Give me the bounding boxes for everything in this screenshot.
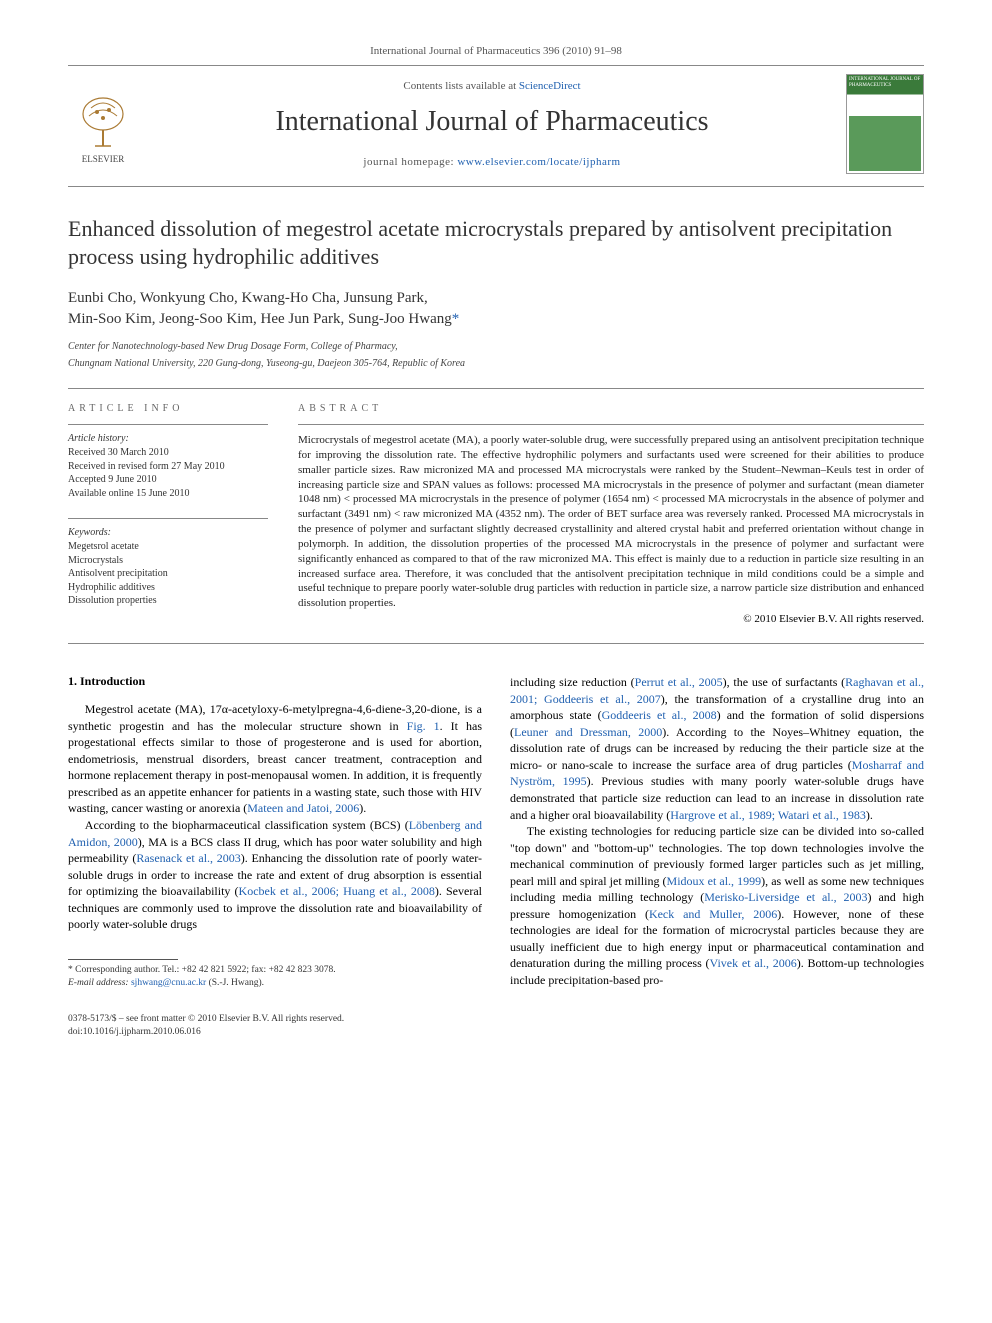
cover-label-2: PHARMACEUTICS [849,83,921,89]
elsevier-tree-icon [75,94,131,154]
keyword: Dissolution properties [68,594,268,608]
affiliation-line-1: Center for Nanotechnology-based New Drug… [68,340,924,353]
article-info-label: ARTICLE INFO [68,403,268,414]
email-footnote: E-mail address: sjhwang@cnu.ac.kr (S.-J.… [68,977,482,990]
keywords-block: Keywords: Megetsrol acetate Microcrystal… [68,518,268,608]
citation-link[interactable]: Mateen and Jatoi, 2006 [247,801,359,815]
footnote-rule [68,959,178,960]
keywords-label: Keywords: [68,527,268,538]
text-run: including size reduction ( [510,675,635,689]
homepage-prefix: journal homepage: [363,156,457,168]
cover-lower-panel [849,116,921,171]
doi-line: doi:10.1016/j.ijpharm.2010.06.016 [68,1027,201,1037]
citation-link[interactable]: Hargrove et al., 1989; Watari et al., 19… [670,808,866,822]
contents-available-line: Contents lists available at ScienceDirec… [158,80,826,92]
citation-link[interactable]: Leuner and Dressman, 2000 [514,725,662,739]
affiliation-line-2: Chungnam National University, 220 Gung-d… [68,357,924,370]
article-title: Enhanced dissolution of megestrol acetat… [68,215,924,270]
cover-label-1: INTERNATIONAL JOURNAL OF [849,77,921,83]
history-label: Article history: [68,433,268,444]
journal-homepage-link[interactable]: www.elsevier.com/locate/ijpharm [457,156,620,168]
journal-name: International Journal of Pharmaceutics [158,106,826,138]
citation-link[interactable]: Midoux et al., 1999 [667,874,762,888]
keyword: Megetsrol acetate [68,540,268,554]
divider-bottom [68,643,924,644]
text-run: According to the biopharmaceutical class… [85,818,409,832]
section-heading-introduction: 1. Introduction [68,674,482,689]
corresponding-footnote: * Corresponding author. Tel.: +82 42 821… [68,964,482,977]
email-prefix: E-mail address: [68,978,131,988]
abstract-column: ABSTRACT Microcrystals of megestrol acet… [298,403,924,625]
keyword: Antisolvent precipitation [68,567,268,581]
keyword: Microcrystals [68,554,268,568]
journal-cover-thumbnail: INTERNATIONAL JOURNAL OF PHARMACEUTICS [846,74,924,174]
citation-link[interactable]: Merisko-Liversidge et al., 2003 [704,890,867,904]
header-center: Contents lists available at ScienceDirec… [138,80,846,168]
journal-header: ELSEVIER Contents lists available at Sci… [68,65,924,187]
body-columns: 1. Introduction Megestrol acetate (MA), … [68,674,924,989]
authors-line-2: Min-Soo Kim, Jeong-Soo Kim, Hee Jun Park… [68,311,452,327]
info-rule [68,424,268,425]
abstract-copyright: © 2010 Elsevier B.V. All rights reserved… [298,613,924,625]
article-page: International Journal of Pharmaceutics 3… [0,0,992,1069]
paragraph: The existing technologies for reducing p… [510,823,924,988]
corresponding-mark: * [452,311,460,327]
text-run: ). [359,801,366,815]
text-run: ). [866,808,873,822]
contents-prefix: Contents lists available at [403,80,518,92]
divider-top [68,388,924,389]
citation-link[interactable]: Kocbek et al., 2006; Huang et al., 2008 [239,884,435,898]
left-column: 1. Introduction Megestrol acetate (MA), … [68,674,482,989]
citation-link[interactable]: Goddeeris et al., 2008 [602,708,717,722]
email-suffix: (S.-J. Hwang). [206,978,264,988]
text-run: ), the use of surfactants ( [723,675,846,689]
abstract-label: ABSTRACT [298,403,924,414]
front-matter-line: 0378-5173/$ – see front matter © 2010 El… [68,1014,344,1024]
citation-link[interactable]: Vivek et al., 2006 [710,956,797,970]
footer: 0378-5173/$ – see front matter © 2010 El… [68,1013,924,1039]
keyword: Hydrophilic additives [68,581,268,595]
email-link[interactable]: sjhwang@cnu.ac.kr [131,978,206,988]
authors-line-1: Eunbi Cho, Wonkyung Cho, Kwang-Ho Cha, J… [68,290,428,306]
paragraph: According to the biopharmaceutical class… [68,817,482,933]
abs-rule [298,424,924,425]
meta-abstract-row: ARTICLE INFO Article history: Received 3… [68,403,924,625]
history-item: Received 30 March 2010 [68,446,268,460]
publisher-name: ELSEVIER [82,154,125,164]
abstract-text: Microcrystals of megestrol acetate (MA),… [298,433,924,611]
sciencedirect-link[interactable]: ScienceDirect [519,80,581,92]
history-item: Available online 15 June 2010 [68,487,268,501]
right-column: including size reduction (Perrut et al.,… [510,674,924,989]
paragraph: including size reduction (Perrut et al.,… [510,674,924,823]
citation-link[interactable]: Rasenack et al., 2003 [136,851,240,865]
elsevier-logo: ELSEVIER [68,84,138,164]
author-list: Eunbi Cho, Wonkyung Cho, Kwang-Ho Cha, J… [68,288,924,330]
article-info-column: ARTICLE INFO Article history: Received 3… [68,403,268,625]
running-head: International Journal of Pharmaceutics 3… [68,45,924,57]
citation-link[interactable]: Keck and Muller, 2006 [649,907,777,921]
history-item: Accepted 9 June 2010 [68,473,268,487]
kw-rule [68,518,268,519]
homepage-line: journal homepage: www.elsevier.com/locat… [158,156,826,168]
figure-ref-link[interactable]: Fig. 1 [407,719,440,733]
citation-link[interactable]: Perrut et al., 2005 [635,675,723,689]
history-item: Received in revised form 27 May 2010 [68,460,268,474]
paragraph: Megestrol acetate (MA), 17α-acetyloxy-6-… [68,701,482,817]
